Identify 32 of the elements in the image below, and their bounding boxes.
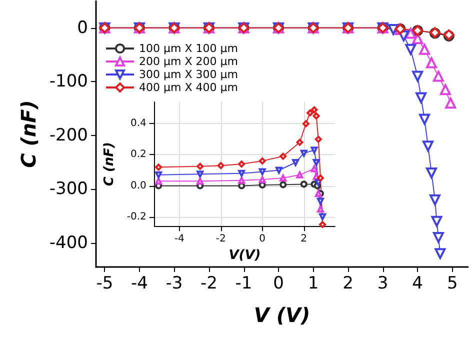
x-axis-title: V (V)	[254, 303, 310, 327]
y-tick-label: -100	[49, 72, 88, 92]
legend-label: 300 μm X 300 μm	[139, 68, 238, 81]
y-axis-title: C (nF)	[102, 142, 117, 186]
y-tick-label: -200	[49, 125, 88, 146]
x-tick-label: -5	[96, 274, 114, 294]
y-tick-label: -0.2	[126, 211, 146, 222]
x-tick-label: -4	[130, 274, 148, 294]
x-tick-label: -3	[166, 274, 183, 294]
y-tick-label: 0.4	[130, 118, 146, 130]
x-tick-label: -4	[174, 234, 184, 245]
y-tick-label: 0.2	[130, 149, 146, 160]
x-tick-label: 5	[446, 274, 458, 294]
legend-label: 200 μm X 200 μm	[139, 55, 238, 68]
legend-label: 100 μm X 100 μm	[139, 42, 238, 55]
x-tick-label: 3	[377, 274, 388, 294]
x-tick-label: -2	[216, 234, 226, 245]
x-tick-label: 2	[300, 234, 308, 245]
legend-label: 400 μm X 400 μm	[139, 81, 238, 94]
y-tick-label: -300	[49, 179, 88, 200]
x-tick-label: -1	[235, 274, 252, 294]
y-tick-label: -400	[49, 232, 88, 253]
x-tick-label: -2	[200, 274, 218, 294]
x-tick-label: 1	[308, 274, 319, 294]
x-axis-title: V(V)	[228, 248, 261, 263]
y-axis-title: C (nF)	[16, 100, 41, 168]
x-tick-label: 2	[342, 274, 354, 294]
y-tick-label: 0	[77, 18, 88, 38]
y-tick-label: 0.0	[130, 180, 146, 192]
x-tick-label: 4	[412, 274, 424, 294]
x-tick-label: 0	[259, 234, 266, 245]
x-tick-label: 0	[273, 274, 284, 294]
